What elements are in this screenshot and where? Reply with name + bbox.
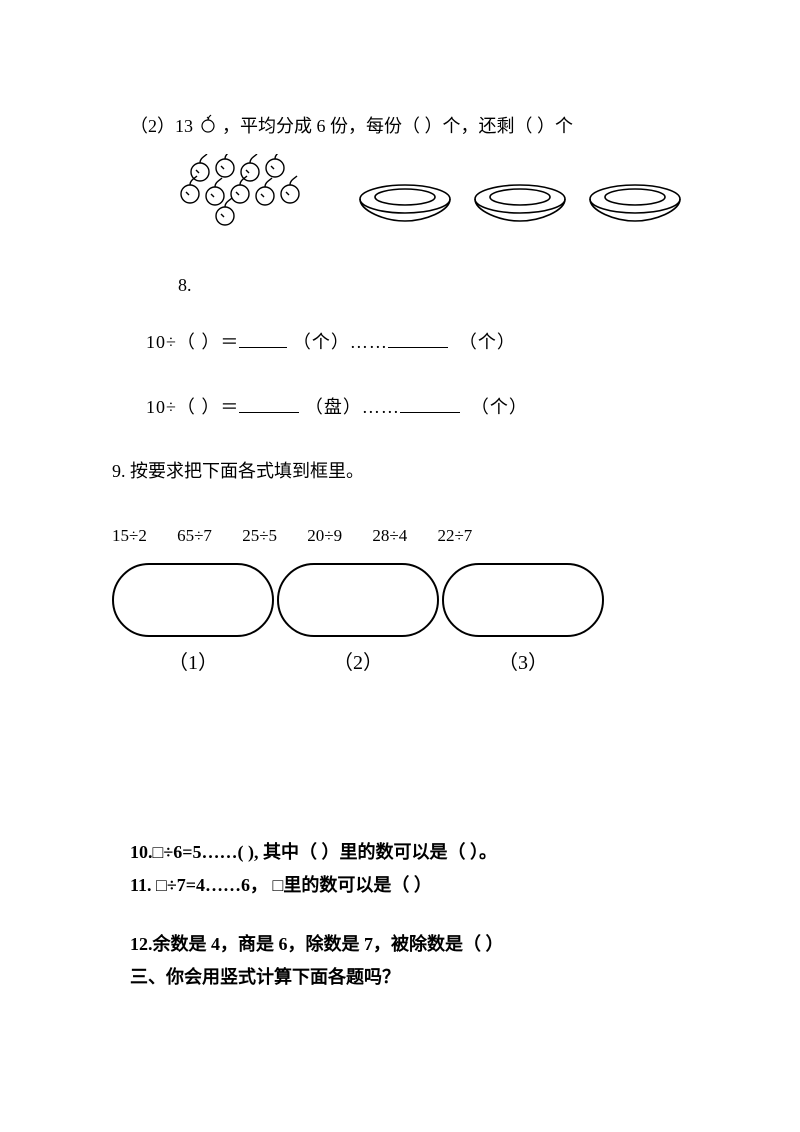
q12-text: 12.余数是 4，商是 6，除数是 7，被除数是（ ） <box>130 934 504 954</box>
blank <box>239 333 287 348</box>
q9-expr: 25÷5 <box>242 522 277 549</box>
q7-after: ，平均分成 6 份，每份（ ）个，还剩（ ）个 <box>222 116 573 136</box>
q9-expr: 22÷7 <box>437 522 472 549</box>
q10-text: 10.□÷6=5……( ), 其中（ ）里的数可以是（ ）。 <box>130 842 497 862</box>
worksheet-page: （2）13 ，平均分成 6 份，每份（ ）个，还剩（ ）个 <box>0 0 800 1051</box>
q8-equation-1: 10÷（ ）＝ （个）…… （个） <box>146 328 700 357</box>
section-3-heading: 三、你会用竖式计算下面各题吗？ <box>130 963 700 992</box>
q9-box-label-3: （3） <box>498 651 548 674</box>
q9-expr: 28÷4 <box>372 522 407 549</box>
q9-box-label-2: （2） <box>333 651 383 674</box>
q8-eq1-prefix: 10÷（ ）＝ <box>146 332 239 352</box>
q8-eq2-unit2: （个） <box>471 397 528 417</box>
q9-boxes: （1） （2） （3） <box>108 559 700 698</box>
q9-expressions: 15÷2 65÷7 25÷5 20÷9 28÷4 22÷7 <box>112 522 700 549</box>
q8-eq2-prefix: 10÷（ ）＝ <box>146 397 239 417</box>
question-10: 10.□÷6=5……( ), 其中（ ）里的数可以是（ ）。 <box>130 838 700 867</box>
q8-eq1-unit1: （个）…… <box>293 332 388 352</box>
question-7-part2: （2）13 ，平均分成 6 份，每份（ ）个，还剩（ ）个 <box>130 112 700 142</box>
blank <box>400 398 460 413</box>
question-12: 12.余数是 4，商是 6，除数是 7，被除数是（ ） <box>130 930 700 959</box>
q9-box-label-1: （1） <box>168 651 218 674</box>
q11-text: 11. □÷7=4……6， □里的数可以是（ ） <box>130 875 432 895</box>
q9-expr: 20÷9 <box>307 522 342 549</box>
q9-expr: 15÷2 <box>112 522 147 549</box>
q9-title: 9. 按要求把下面各式填到框里。 <box>112 457 700 486</box>
q8-illustration <box>170 154 700 263</box>
q8-number: 8. <box>178 271 700 300</box>
section3-text: 三、你会用竖式计算下面各题吗？ <box>130 967 400 987</box>
blank <box>388 333 448 348</box>
q8-equation-2: 10÷（ ）＝ （盘）…… （个） <box>146 393 700 422</box>
q8-eq2-unit1: （盘）…… <box>305 397 400 417</box>
apple-icon <box>198 113 218 142</box>
q8-eq1-unit2: （个） <box>459 332 516 352</box>
q9-expr: 65÷7 <box>177 522 212 549</box>
question-11: 11. □÷7=4……6， □里的数可以是（ ） <box>130 871 700 900</box>
q7-prefix: （2）13 <box>130 116 193 136</box>
blank <box>239 398 299 413</box>
